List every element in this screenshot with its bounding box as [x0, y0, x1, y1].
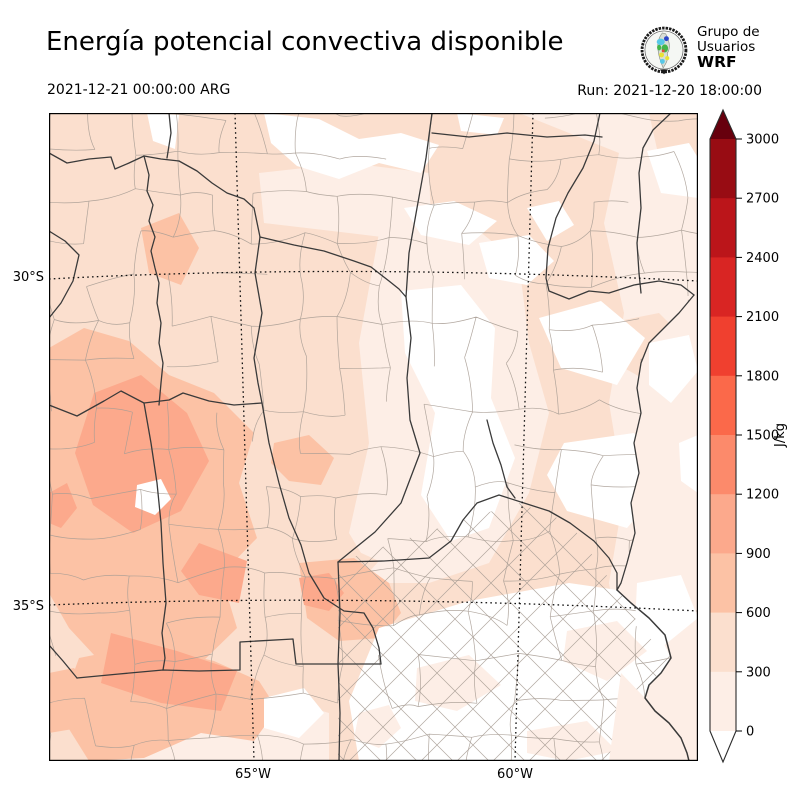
- run-time-label: Run: 2021-12-20 18:00:00: [577, 83, 762, 99]
- colorbar-extend-over-arrow: [710, 110, 736, 139]
- colorbar-segment: [710, 376, 736, 436]
- valid-time-label: 2021-12-21 00:00:00 ARG: [47, 82, 230, 98]
- colorbar-segment: [710, 553, 736, 613]
- colorbar-unit-label: J/kg: [773, 423, 788, 448]
- wrf-users-group-logo-icon: [638, 24, 690, 76]
- colorbar-segment: [710, 435, 736, 495]
- logo-radar-blob: [660, 59, 665, 64]
- colorbar-tick-label: 2700: [746, 192, 779, 207]
- colorbar-tick-label: 300: [746, 665, 771, 680]
- colorbar-tick-label: 1800: [746, 369, 779, 384]
- colorbar-tick-label: 900: [746, 547, 771, 562]
- colorbar-tick-label: 600: [746, 606, 771, 621]
- colorbar-segment: [710, 494, 736, 554]
- colorbar-segment: [710, 672, 736, 732]
- colorbar: 30002700240021001800150012009006003000 J…: [700, 98, 800, 788]
- colorbar-segment: [710, 613, 736, 673]
- y-axis-label-30s: 30°S: [0, 270, 44, 285]
- colorbar-tick-label: 1200: [746, 488, 779, 503]
- x-axis-label-60w: 60°W: [475, 767, 555, 782]
- logo-radar-blob: [664, 36, 669, 41]
- colorbar-extend-under-arrow: [710, 731, 736, 762]
- cape-map: [49, 113, 698, 761]
- logo-radar-blob: [657, 39, 665, 46]
- colorbar-segment: [710, 257, 736, 317]
- logo-line-3: WRF: [697, 55, 760, 70]
- colorbar-tick-label: 0: [746, 725, 754, 740]
- colorbar-tick-label: 2400: [746, 251, 779, 266]
- logo-text: Grupo de Usuarios WRF: [697, 25, 760, 70]
- x-axis-label-65w: 65°W: [213, 767, 293, 782]
- logo-radar-blob: [665, 56, 669, 60]
- logo-radar-blob: [659, 52, 664, 57]
- colorbar-segment: [710, 317, 736, 377]
- colorbar-segment: [710, 139, 736, 199]
- wrf-cape-plot: Energía potencial convectiva disponible …: [0, 0, 800, 800]
- colorbar-tick-label: 3000: [746, 133, 779, 148]
- colorbar-tick-label: 2100: [746, 310, 779, 325]
- colorbar-segments: [710, 139, 736, 732]
- logo-radar-blob: [657, 45, 661, 51]
- logo-radar-blob: [662, 49, 665, 52]
- logo-line-1: Grupo de: [697, 25, 760, 40]
- y-axis-label-35s: 35°S: [0, 599, 44, 614]
- page-title: Energía potencial convectiva disponible: [46, 27, 564, 57]
- colorbar-segment: [710, 198, 736, 258]
